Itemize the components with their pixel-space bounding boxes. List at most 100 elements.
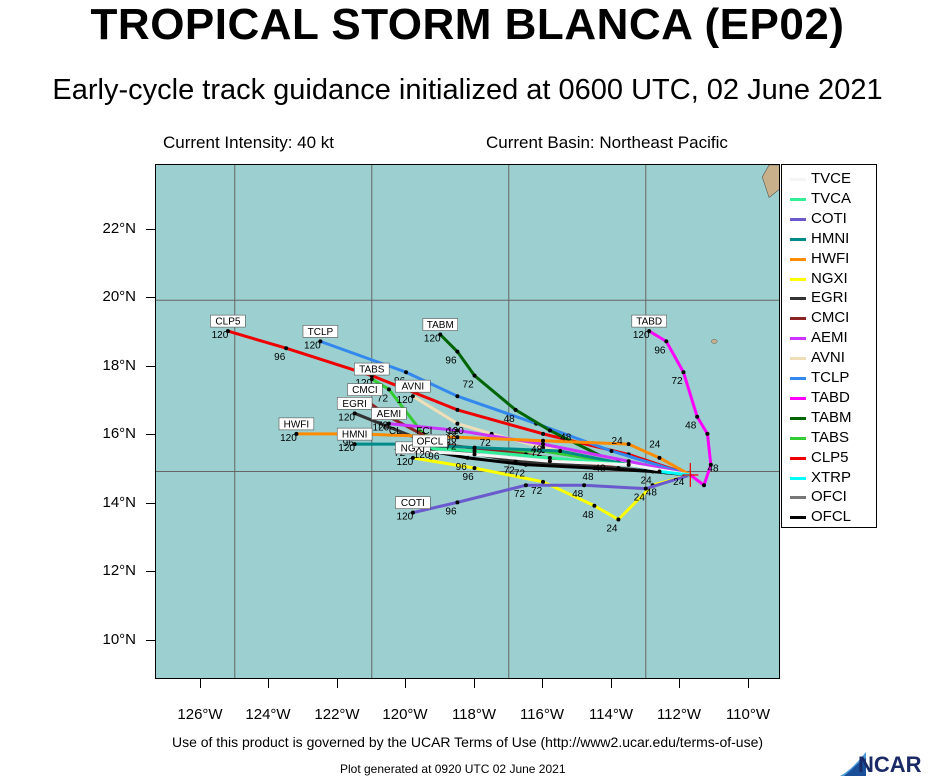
map-annotation: CL [389,426,402,437]
map-annotation: 24 [612,436,624,447]
map-annotation: FCI [416,426,432,437]
legend-swatch [790,197,806,201]
track-label-clp5: CLP5 120 [210,314,246,341]
track-point [558,448,563,453]
track-point [592,466,597,471]
legend-item-xtrp: XTRP [786,468,876,488]
svg-text:120: 120 [373,423,390,434]
track-line-tclp [319,339,691,477]
track-map-svg: CLP512096TCLP12096TABM120487296TABD12048… [156,165,779,678]
legend-label: TABS [811,428,850,446]
legend-item-hmni: HMNI [786,229,876,249]
svg-text:TABM: TABM [427,320,454,331]
legend-label: CMCI [811,309,850,327]
svg-text:AEMI: AEMI [377,409,401,420]
lat-label: 14°N [102,494,136,511]
forecast-hour-label: 96 [274,352,286,363]
track-point [386,421,391,426]
forecast-hour-label: 72 [504,465,516,476]
legend-swatch [790,496,806,500]
track-point [455,394,460,399]
map-annotation: 48 [594,464,606,475]
page-title: TROPICAL STORM BLANCA (EP02) [90,0,845,49]
legend-item-coti: COTI [786,209,876,229]
track-point [547,455,552,460]
forecast-hour-label: 96 [445,356,457,367]
legend-swatch [790,317,806,321]
track-point [465,455,470,460]
lon-tick [268,679,269,688]
track-point [541,438,546,443]
track-point [650,469,655,474]
lat-label: 18°N [102,357,136,374]
lon-tick [474,679,475,688]
forecast-hour-label: 72 [531,448,543,459]
track-point [472,466,477,471]
legend-label: AVNI [811,349,845,367]
svg-text:CLP5: CLP5 [215,317,240,328]
forecast-hour-label: 48 [531,445,543,456]
track-point [513,407,518,412]
track-point [386,387,391,392]
svg-text:TCLP: TCLP [308,327,334,338]
forecast-hour-label: 96 [343,438,355,449]
track-label-hwfi: HWFI 120 [278,417,315,444]
ncar-logo-icon [840,752,866,776]
track-point [705,431,710,436]
lon-label: 116°W [519,706,565,723]
legend-label: AEMI [811,329,848,347]
svg-text:120: 120 [338,443,355,454]
svg-text:AVNI: AVNI [402,382,425,393]
legend-swatch [790,237,806,241]
forecast-hour-label: 72 [531,486,543,497]
page-subtitle: Early-cycle track guidance initialized a… [52,74,883,106]
track-point [647,329,652,334]
legend-swatch [790,257,806,261]
legend-swatch [790,516,806,520]
legend-label: TCLP [811,369,850,386]
track-point [410,510,415,515]
legend-label: TABD [811,388,850,406]
legend-item-tabd: TABD [786,388,876,408]
track-line-tabd [648,329,713,487]
lon-tick [542,679,543,688]
legend-swatch [790,456,806,460]
forecast-hour-label: 72 [445,441,457,452]
forecast-hour-label: 48 [582,510,594,521]
legend-item-tabm: TABM [786,408,876,428]
track-label-egri: EGRI 120 [336,397,373,423]
legend-swatch [790,476,806,480]
island [711,339,718,344]
legend-swatch [790,217,806,221]
forecast-hour-label: 72 [377,421,389,432]
lon-tick [748,679,749,688]
track-point [657,455,662,460]
legend-item-clp5: CLP5 [786,448,876,468]
lon-label: 118°W [451,706,497,723]
forecast-hour-label: 48 [572,489,584,500]
track-point [352,411,357,416]
lon-label: 124°W [245,706,291,723]
track-point [657,469,662,474]
lon-label: 110°W [725,706,771,723]
track-point [472,452,477,457]
track-point [318,339,323,344]
map-annotation: 48 [560,433,572,444]
track-point [681,370,686,375]
svg-text:EGRI: EGRI [342,399,366,410]
forecast-hour-label: 72 [671,376,683,387]
forecast-hour-label: 24 [634,493,646,504]
svg-text:OFCL: OFCL [417,436,444,447]
legend-label: HMNI [811,229,850,247]
track-point [664,339,669,344]
track-point [541,442,546,447]
track-label-avni: AVNI 120 [395,379,431,406]
current-basin: Current Basin: Northeast Pacific [486,133,728,152]
ncar-logo-text: NCAR [858,752,922,777]
track-point [410,394,415,399]
lat-tick [146,571,155,572]
forecast-hour-label: 96 [654,345,666,356]
legend-label: HWFI [811,249,850,267]
track-label-aemi: AEMI 120 [371,407,407,434]
track-label-tabd: TABD 120 [631,314,667,341]
